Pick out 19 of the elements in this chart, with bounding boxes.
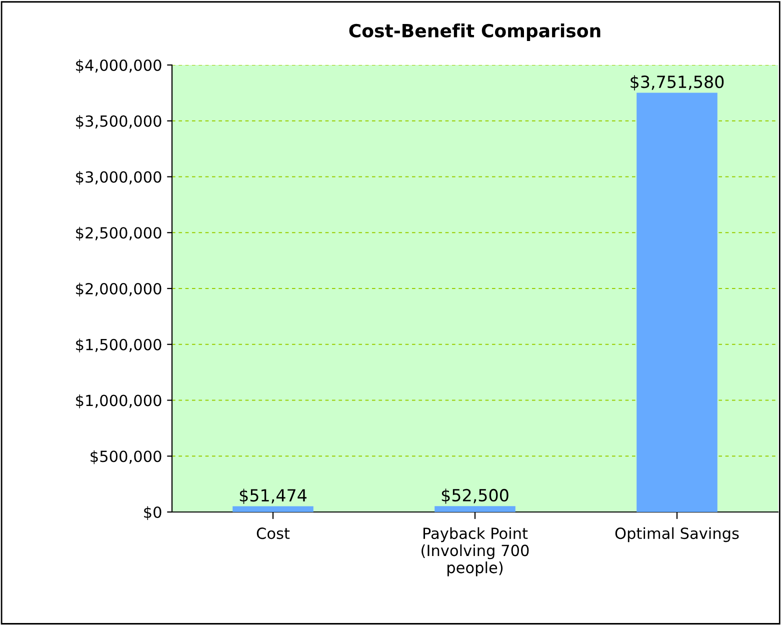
y-tick-label: $1,500,000 <box>76 338 162 352</box>
data-label: $51,474 <box>240 488 307 504</box>
data-label: $52,500 <box>442 488 508 504</box>
bar <box>434 506 516 512</box>
y-tick-label: $1,000,000 <box>76 394 162 408</box>
y-tick-label: $2,500,000 <box>76 226 162 241</box>
y-tick-label: $500,000 <box>90 450 162 464</box>
x-tick-label: Cost <box>256 528 290 540</box>
y-tick-label: $3,500,000 <box>76 115 162 129</box>
bar <box>232 506 314 512</box>
y-tick-label: $2,000,000 <box>76 282 162 297</box>
y-tick-label: $3,000,000 <box>76 170 162 185</box>
x-tick-label: Optimal Savings <box>615 527 739 542</box>
y-tick-label: $0 <box>144 506 162 520</box>
x-tick-label: Payback Point (Involving 700 people) <box>422 527 529 576</box>
bar <box>636 92 718 512</box>
chart-title: Cost-Benefit Comparison <box>349 24 600 41</box>
data-label: $3,751,580 <box>630 75 724 90</box>
y-tick-label: $4,000,000 <box>76 59 162 74</box>
